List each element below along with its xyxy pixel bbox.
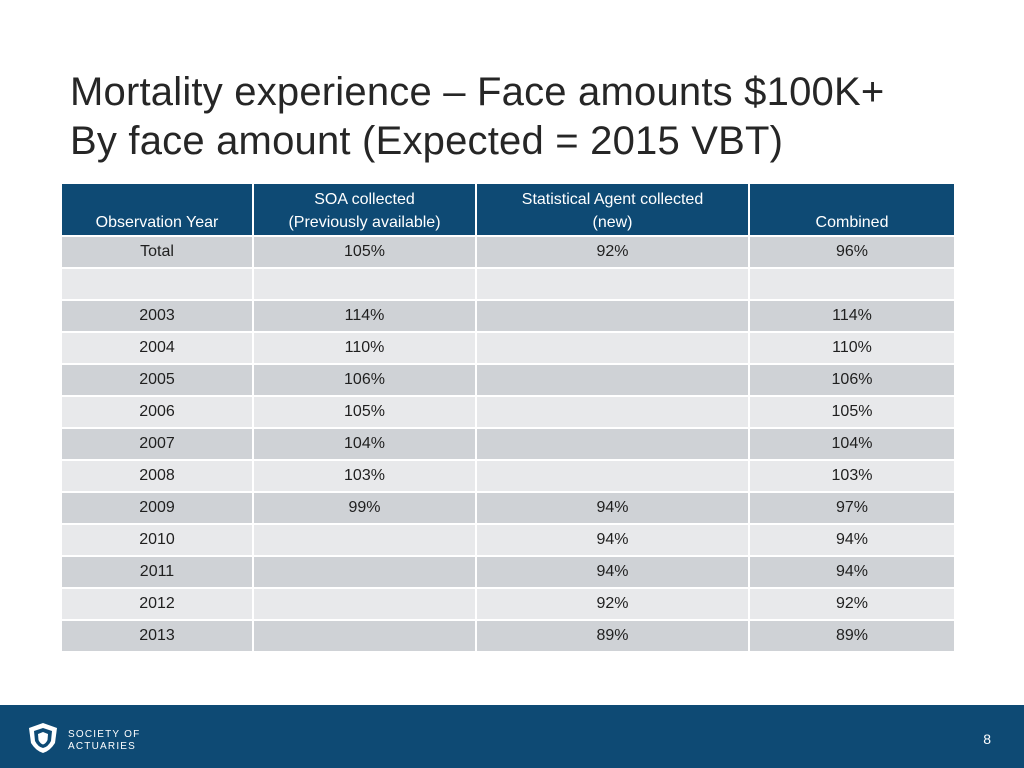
cell-observation-year: 2010 (60, 523, 254, 557)
cell-soa-collected (252, 587, 477, 621)
table-row: 2008 103% 103% (60, 459, 956, 493)
cell-soa-collected: 105% (252, 235, 477, 269)
header-statistical-agent-collected: Statistical Agent collected (new) (475, 182, 750, 237)
table-row: 2004 110% 110% (60, 331, 956, 365)
table-row: 2011 94% 94% (60, 555, 956, 589)
cell-soa-collected (252, 267, 477, 301)
cell-combined: 104% (748, 427, 956, 461)
header-combined: Combined (748, 182, 956, 237)
table-row: 2009 99% 94% 97% (60, 491, 956, 525)
cell-statistical-agent (475, 267, 750, 301)
cell-combined: 97% (748, 491, 956, 525)
table-row: 2006 105% 105% (60, 395, 956, 429)
header-soa-collected: SOA collected (Previously available) (252, 182, 477, 237)
cell-observation-year: 2011 (60, 555, 254, 589)
cell-combined: 114% (748, 299, 956, 333)
cell-combined: 94% (748, 555, 956, 589)
cell-soa-collected (252, 619, 477, 653)
table-body: Total 105% 92% 96% 2003 114% 114% 2004 110% 110% 2… (60, 235, 956, 653)
header-observation-year: Observation Year (60, 182, 254, 237)
cell-combined: 89% (748, 619, 956, 653)
cell-combined (748, 267, 956, 301)
mortality-table: Observation Year SOA collected (Previous… (60, 182, 956, 653)
cell-observation-year: 2003 (60, 299, 254, 333)
cell-observation-year: 2005 (60, 363, 254, 397)
slide-title-line-1: Mortality experience – Face amounts $100… (70, 70, 885, 114)
cell-soa-collected (252, 555, 477, 589)
cell-statistical-agent (475, 299, 750, 333)
cell-combined: 105% (748, 395, 956, 429)
table-row: 2013 89% 89% (60, 619, 956, 653)
header-label: Combined (815, 214, 889, 231)
header-label: (new) (592, 214, 633, 231)
table-header-row: Observation Year SOA collected (Previous… (60, 182, 956, 237)
table-row: 2010 94% 94% (60, 523, 956, 557)
cell-observation-year: 2009 (60, 491, 254, 525)
cell-soa-collected: 110% (252, 331, 477, 365)
cell-statistical-agent: 94% (475, 491, 750, 525)
cell-statistical-agent (475, 427, 750, 461)
cell-statistical-agent (475, 459, 750, 493)
table-row: 2012 92% 92% (60, 587, 956, 621)
logo-text: SOCIETY OF ACTUARIES (68, 729, 140, 753)
cell-soa-collected: 105% (252, 395, 477, 429)
cell-observation-year (60, 267, 254, 301)
cell-soa-collected: 106% (252, 363, 477, 397)
cell-statistical-agent: 92% (475, 587, 750, 621)
cell-observation-year: 2012 (60, 587, 254, 621)
header-label: (Previously available) (288, 214, 441, 231)
cell-statistical-agent (475, 363, 750, 397)
cell-statistical-agent: 92% (475, 235, 750, 269)
cell-combined: 96% (748, 235, 956, 269)
cell-statistical-agent (475, 331, 750, 365)
cell-combined: 106% (748, 363, 956, 397)
cell-combined: 92% (748, 587, 956, 621)
cell-soa-collected: 99% (252, 491, 477, 525)
cell-statistical-agent: 89% (475, 619, 750, 653)
cell-observation-year: 2007 (60, 427, 254, 461)
page-number: 8 (983, 731, 991, 747)
table-row: Total 105% 92% 96% (60, 235, 956, 269)
slide-title-line-2: By face amount (Expected = 2015 VBT) (70, 119, 784, 163)
cell-observation-year: 2006 (60, 395, 254, 429)
cell-observation-year: 2013 (60, 619, 254, 653)
cell-observation-year: Total (60, 235, 254, 269)
header-label: SOA collected (314, 191, 415, 208)
cell-statistical-agent (475, 395, 750, 429)
cell-combined: 94% (748, 523, 956, 557)
footer-bar: SOCIETY OF ACTUARIES 8 (0, 705, 1024, 768)
cell-combined: 110% (748, 331, 956, 365)
slide-title: Mortality experience – Face amounts $100… (70, 68, 884, 166)
cell-observation-year: 2008 (60, 459, 254, 493)
cell-soa-collected: 114% (252, 299, 477, 333)
table-row (60, 267, 956, 301)
table-row: 2003 114% 114% (60, 299, 956, 333)
cell-soa-collected: 104% (252, 427, 477, 461)
cell-combined: 103% (748, 459, 956, 493)
header-label: Statistical Agent collected (521, 191, 704, 208)
logo-line-1: SOCIETY OF (68, 728, 141, 740)
soa-logo: SOCIETY OF ACTUARIES (26, 721, 140, 760)
header-label: Observation Year (95, 214, 219, 231)
logo-line-2: ACTUARIES (68, 740, 137, 752)
table-row: 2007 104% 104% (60, 427, 956, 461)
cell-soa-collected (252, 523, 477, 557)
table-row: 2005 106% 106% (60, 363, 956, 397)
shield-icon (26, 721, 60, 760)
cell-statistical-agent: 94% (475, 555, 750, 589)
cell-soa-collected: 103% (252, 459, 477, 493)
cell-statistical-agent: 94% (475, 523, 750, 557)
cell-observation-year: 2004 (60, 331, 254, 365)
